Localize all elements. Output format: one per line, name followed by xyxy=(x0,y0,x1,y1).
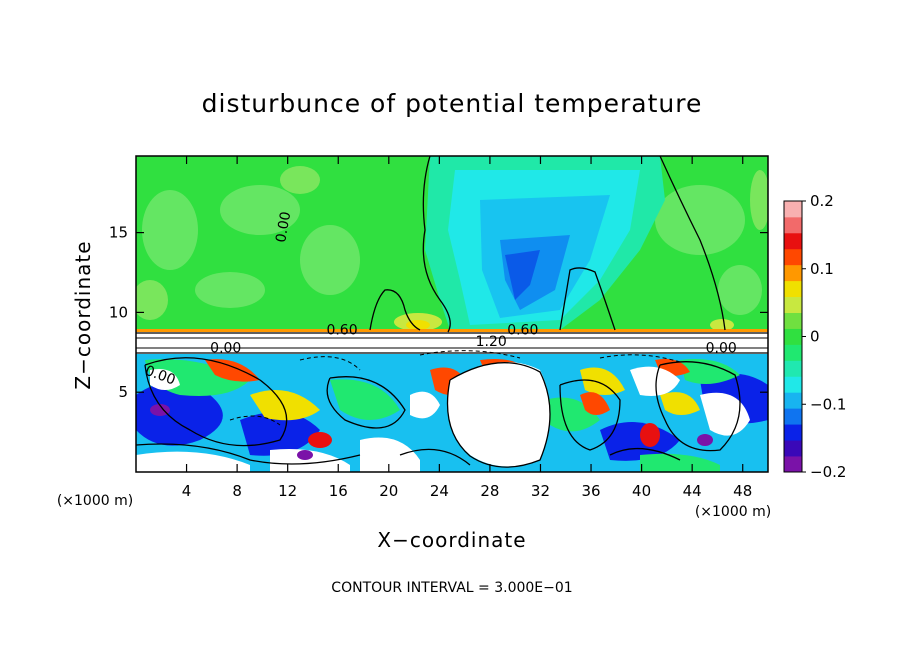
colorbar-tick-label: 0.1 xyxy=(810,260,834,278)
contour-interval-note: CONTOUR INTERVAL = 3.000E−01 xyxy=(331,580,572,596)
colorbar-tick-label: −0.2 xyxy=(810,463,846,481)
y-tick-label: 5 xyxy=(118,383,128,401)
x-tick-label: 20 xyxy=(379,482,398,500)
colorbar-swatch xyxy=(784,264,802,282)
plot-frame xyxy=(135,155,769,473)
y-tick-label: 15 xyxy=(109,224,128,242)
colorbar-swatch xyxy=(784,408,802,425)
colorbar-swatch xyxy=(784,392,802,409)
colorbar xyxy=(783,200,803,473)
colorbar-swatch xyxy=(784,456,802,473)
contour-label: 1.20 xyxy=(476,334,507,350)
x-tick-label: 24 xyxy=(430,482,449,500)
x-tick-label: 40 xyxy=(632,482,651,500)
colorbar-swatch xyxy=(784,296,802,313)
colorbar-swatch xyxy=(784,232,802,250)
y-axis-ticks: 5 10 15 xyxy=(109,224,768,401)
colorbar-swatch xyxy=(784,360,802,377)
x-tick-label: 32 xyxy=(531,482,550,500)
x-tick-label: 28 xyxy=(480,482,499,500)
contour-label: 0.00 xyxy=(273,210,294,243)
colorbar-swatch xyxy=(784,440,802,457)
colorbar-tick-label: 0.2 xyxy=(810,192,834,210)
colorbar-tick-label: −0.1 xyxy=(810,395,846,413)
x-tick-label: 16 xyxy=(329,482,348,500)
colorbar-swatch xyxy=(784,201,802,218)
colorbar-swatch xyxy=(784,344,802,361)
x-tick-label: 4 xyxy=(182,482,192,500)
x-tick-label: 12 xyxy=(278,482,297,500)
chart-title: disturbunce of potential temperature xyxy=(202,89,703,118)
colorbar-tick-label: 0 xyxy=(810,328,820,346)
x-axis-ticks: 4 8 12 16 20 24 28 32 36 40 44 48 xyxy=(182,156,752,500)
x-unit-label-left: (×1000 m) xyxy=(57,493,133,509)
x-axis-label: X−coordinate xyxy=(377,528,526,552)
colorbar-tick-labels: 0.2 0.1 0 −0.1 −0.2 xyxy=(802,192,846,481)
contour-label: 0.60 xyxy=(326,323,357,339)
colorbar-swatch xyxy=(784,312,802,329)
x-tick-label: 48 xyxy=(733,482,752,500)
colorbar-swatch xyxy=(784,328,802,345)
colorbar-swatch xyxy=(784,376,802,393)
contour-label: 0.00 xyxy=(210,340,241,356)
y-axis-label: Z−coordinate xyxy=(71,240,95,389)
contour-label: 0.00 xyxy=(706,340,737,356)
heatmap-field xyxy=(136,156,768,472)
contour-label: 0.60 xyxy=(507,323,538,339)
colorbar-swatch xyxy=(784,216,802,234)
x-tick-label: 44 xyxy=(683,482,702,500)
x-tick-label: 36 xyxy=(581,482,600,500)
x-unit-label-right: (×1000 m) xyxy=(695,504,771,520)
x-tick-label: 8 xyxy=(232,482,242,500)
colorbar-swatch xyxy=(784,280,802,298)
colorbar-swatch xyxy=(784,248,802,266)
y-tick-label: 10 xyxy=(109,303,128,321)
colorbar-swatch xyxy=(784,424,802,441)
